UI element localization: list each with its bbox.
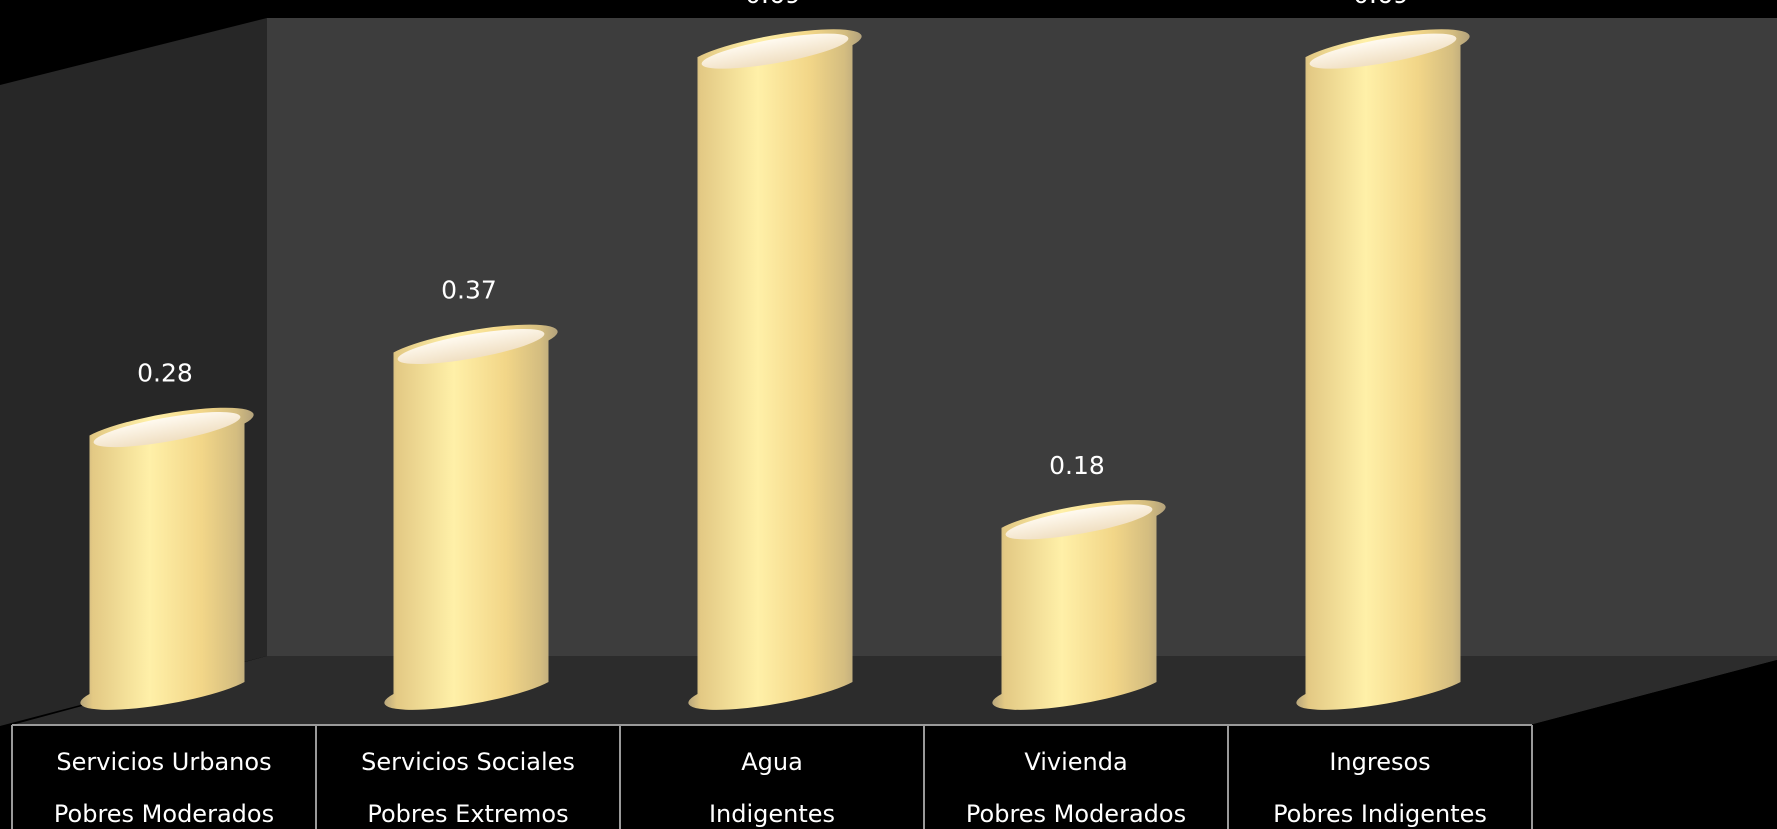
category-label-3-line-2: Indigentes bbox=[709, 800, 835, 828]
bars-group bbox=[80, 29, 1470, 710]
bar-body bbox=[688, 29, 862, 710]
value-label-1: 0.28 bbox=[137, 359, 193, 388]
floor bbox=[12, 656, 1777, 725]
category-label-2-line-1: Servicios Sociales bbox=[361, 748, 575, 776]
category-label-4-line-1: Vivienda bbox=[1024, 748, 1127, 776]
value-label-5: 0.69 bbox=[1353, 0, 1409, 9]
value-label-3: 0.69 bbox=[745, 0, 801, 9]
bar-2 bbox=[384, 324, 558, 710]
category-label-1-line-2: Pobres Moderados bbox=[54, 800, 274, 828]
category-table: Servicios Urbanos Pobres Moderados Servici… bbox=[11, 724, 1533, 829]
bar-4 bbox=[992, 500, 1166, 710]
bar-top-cap bbox=[1005, 504, 1153, 540]
category-label-3-line-1: Agua bbox=[741, 748, 803, 776]
bar-top-cap bbox=[1309, 33, 1457, 69]
value-labels-group: 0.28 0.37 0.69 0.18 0.69 bbox=[137, 0, 1409, 480]
category-label-1-line-1: Servicios Urbanos bbox=[56, 748, 271, 776]
bar-top-cap bbox=[397, 328, 545, 365]
category-label-4-line-2: Pobres Moderados bbox=[966, 800, 1186, 828]
bar-body bbox=[992, 500, 1166, 710]
category-label-2-line-2: Pobres Extremos bbox=[367, 800, 568, 828]
bar-top-cap bbox=[93, 412, 241, 448]
bar-5 bbox=[1296, 29, 1470, 710]
bar-3 bbox=[688, 29, 862, 710]
bar-1 bbox=[80, 407, 254, 710]
bar-top-cap bbox=[701, 33, 849, 69]
bar-body bbox=[1296, 29, 1470, 710]
value-label-4: 0.18 bbox=[1049, 451, 1105, 480]
category-label-5-line-2: Pobres Indigentes bbox=[1273, 800, 1487, 828]
category-label-5-line-1: Ingresos bbox=[1329, 748, 1430, 776]
floor-right bbox=[1530, 660, 1777, 829]
bar-body bbox=[384, 324, 558, 710]
value-label-2: 0.37 bbox=[441, 275, 497, 304]
bar-body bbox=[80, 407, 254, 710]
